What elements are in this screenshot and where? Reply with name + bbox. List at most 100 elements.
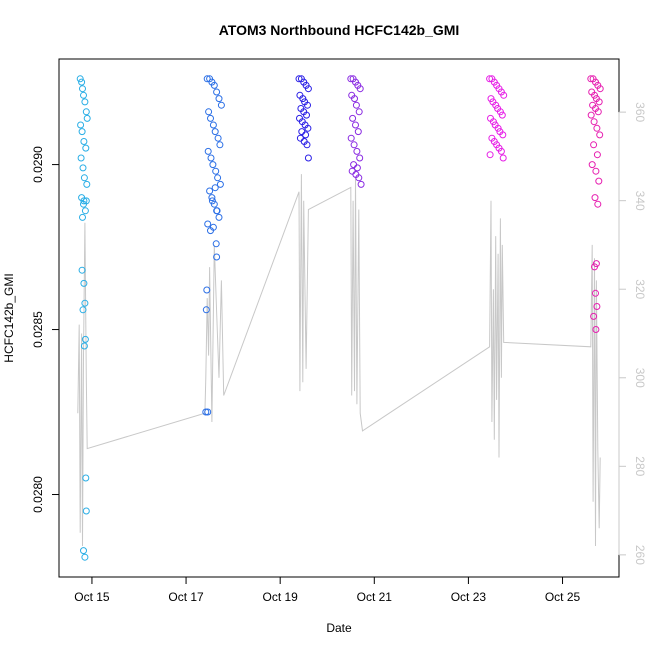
data-point xyxy=(594,200,602,208)
data-point xyxy=(592,289,599,297)
data-point xyxy=(494,124,502,132)
data-point xyxy=(352,101,360,109)
data-point xyxy=(77,121,85,129)
data-point xyxy=(298,128,306,136)
data-point xyxy=(595,177,603,185)
data-point xyxy=(214,174,222,182)
data-point xyxy=(208,194,216,202)
data-point xyxy=(592,167,600,175)
data-point xyxy=(217,101,225,109)
data-point xyxy=(590,118,598,126)
data-point xyxy=(208,197,216,205)
data-point xyxy=(296,134,304,142)
data-point xyxy=(302,131,310,139)
data-point xyxy=(80,138,88,145)
data-point xyxy=(593,303,601,310)
data-point xyxy=(213,253,221,261)
y2-tick-label: 360 xyxy=(633,102,647,122)
data-point xyxy=(202,306,210,314)
data-point xyxy=(588,161,596,169)
data-point xyxy=(215,95,223,103)
data-point xyxy=(355,174,363,182)
data-point xyxy=(350,141,358,149)
series-4 xyxy=(347,75,365,188)
data-point xyxy=(207,114,214,122)
data-point xyxy=(78,78,86,86)
data-point xyxy=(212,167,220,175)
data-point xyxy=(348,167,356,175)
series-5 xyxy=(486,75,508,162)
data-point xyxy=(592,326,600,333)
x-tick-label: Oct 15 xyxy=(74,590,110,604)
data-point xyxy=(304,101,311,109)
data-point xyxy=(78,128,86,136)
series-1 xyxy=(76,75,91,561)
data-point xyxy=(210,81,218,89)
data-point xyxy=(216,141,224,149)
data-point xyxy=(594,108,602,116)
data-point xyxy=(79,213,86,221)
y2-tick-label: 300 xyxy=(633,368,647,388)
series-3 xyxy=(295,75,312,162)
data-point xyxy=(81,335,89,343)
x-tick-label: Oct 23 xyxy=(451,590,487,604)
data-point xyxy=(212,240,220,248)
data-point xyxy=(304,85,312,93)
data-point xyxy=(352,121,359,129)
data-point xyxy=(209,121,217,129)
data-point xyxy=(499,131,507,139)
data-point xyxy=(203,75,211,83)
data-point xyxy=(592,260,600,268)
data-point xyxy=(355,108,363,116)
data-point xyxy=(211,184,219,192)
data-point xyxy=(215,213,223,221)
x-tick-label: Oct 21 xyxy=(357,590,393,604)
data-point xyxy=(83,114,91,122)
data-point xyxy=(81,553,89,561)
altitude-line xyxy=(77,174,601,547)
data-point xyxy=(82,108,90,116)
data-point xyxy=(80,342,88,350)
data-point xyxy=(204,147,212,155)
data-point xyxy=(489,118,497,126)
data-point xyxy=(596,131,604,139)
scatter-points-layer xyxy=(76,75,604,561)
data-point xyxy=(78,266,86,274)
data-point xyxy=(206,187,214,195)
data-point xyxy=(82,474,90,482)
data-point xyxy=(211,128,219,136)
data-point xyxy=(79,164,87,172)
data-point xyxy=(203,286,211,294)
data-point xyxy=(350,161,358,169)
data-point xyxy=(81,98,89,106)
data-point xyxy=(498,111,506,119)
data-point xyxy=(80,91,87,99)
chart-title: ATOM3 Northbound HCFC142b_GMI xyxy=(219,22,460,38)
data-point xyxy=(82,197,90,205)
data-point xyxy=(79,85,86,93)
y-axis-right: 260 280 300 320 340 360 xyxy=(618,102,647,565)
data-point xyxy=(497,147,505,155)
data-point xyxy=(351,95,358,103)
data-point xyxy=(354,128,362,136)
series-6 xyxy=(587,75,604,333)
data-point xyxy=(304,154,312,162)
data-point xyxy=(590,312,598,320)
data-point xyxy=(204,220,212,228)
x-axis: Oct 15 Oct 17 Oct 19 Oct 21 Oct 23 Oct 25 xyxy=(74,576,581,604)
x-tick-label: Oct 25 xyxy=(545,590,581,604)
data-point xyxy=(76,75,84,83)
data-point xyxy=(593,124,601,132)
x-tick-label: Oct 17 xyxy=(168,590,204,604)
y-tick-label: 0.0290 xyxy=(31,146,45,183)
data-point xyxy=(356,154,364,162)
data-point xyxy=(80,197,88,205)
series-2 xyxy=(202,75,225,416)
data-point xyxy=(303,111,310,119)
altitude-line-layer xyxy=(77,174,601,547)
data-point xyxy=(357,180,365,188)
data-point xyxy=(214,134,222,142)
data-point xyxy=(82,507,90,515)
data-point xyxy=(587,111,595,119)
